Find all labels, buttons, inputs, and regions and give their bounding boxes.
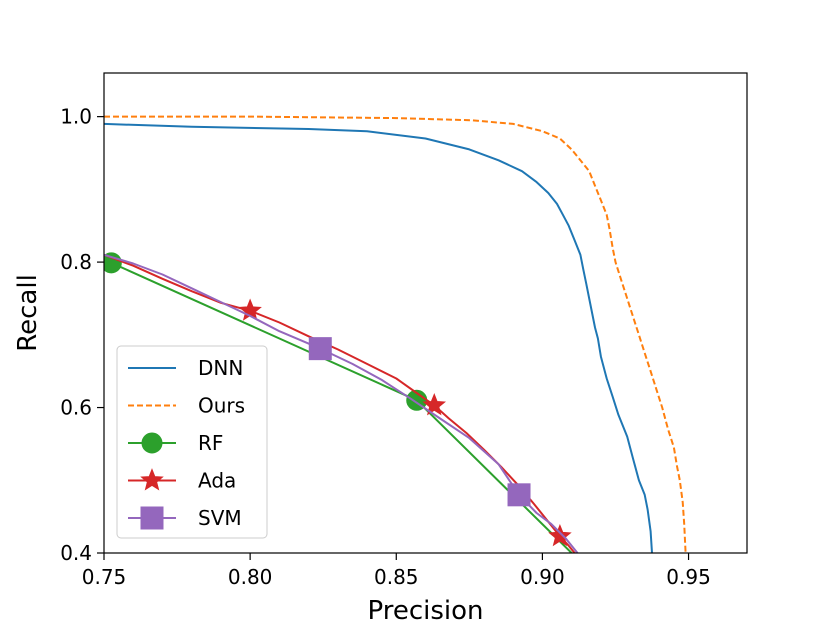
- legend-label-svm: SVM: [198, 506, 242, 530]
- legend: DNN Ours RF Ada SVM: [116, 345, 268, 539]
- legend-label-dnn: DNN: [198, 356, 243, 380]
- x-tick-label: 0.95: [666, 565, 711, 589]
- axes-frame: [103, 72, 748, 554]
- series-ours: [104, 115, 687, 553]
- x-tick-label: 0.75: [82, 565, 127, 589]
- series-layer: [104, 115, 687, 553]
- x-axis-label: Precision: [367, 596, 483, 622]
- series-line-svm: [104, 253, 579, 553]
- legend-marker-rf: [141, 432, 163, 454]
- legend-marker-ada: [140, 468, 164, 491]
- x-tick-label: 0.90: [520, 565, 565, 589]
- series-line-dnn: [104, 122, 653, 553]
- legend-box: [116, 345, 268, 539]
- legend-label-ours: Ours: [198, 394, 245, 418]
- series-dnn: [104, 122, 653, 553]
- series-marker-ada: [548, 523, 572, 547]
- legend-label-ada: Ada: [198, 469, 236, 493]
- series-marker-ada: [422, 393, 447, 416]
- y-tick-label: 1.0: [60, 105, 92, 129]
- legend-label-rf: RF: [198, 431, 223, 455]
- y-axis-label: Recall: [13, 274, 43, 352]
- ticks-layer: 0.75 0.80 0.85 0.90 0.95 0.4 0.6 0.8 1.0: [60, 105, 711, 589]
- y-tick-label: 0.8: [60, 250, 92, 274]
- series-marker-svm: [507, 483, 531, 507]
- y-tick-label: 0.6: [60, 396, 92, 420]
- series-marker-svm: [308, 337, 332, 361]
- series-svm: [104, 253, 579, 553]
- legend-marker-svm: [140, 506, 164, 530]
- y-tick-label: 0.4: [60, 541, 92, 565]
- series-line-ours: [104, 115, 687, 553]
- x-tick-label: 0.80: [228, 565, 273, 589]
- series-line-ada: [104, 253, 576, 553]
- x-tick-label: 0.85: [374, 565, 419, 589]
